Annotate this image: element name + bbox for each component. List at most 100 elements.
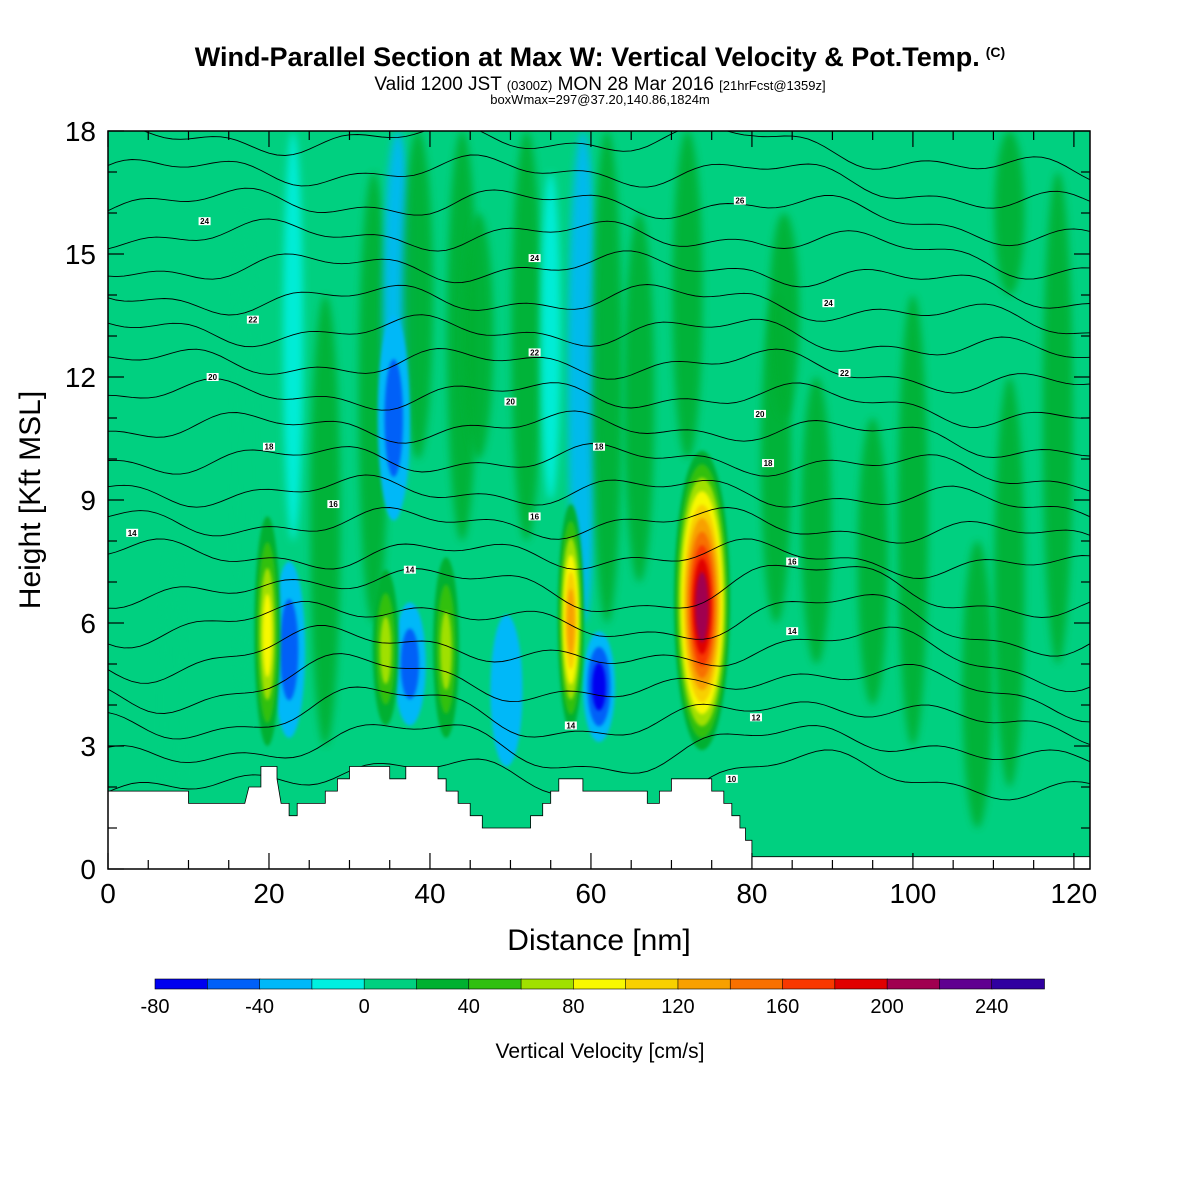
velocity-band	[1042, 172, 1073, 664]
x-tick-label: 120	[1051, 878, 1098, 909]
y-tick-labels: 0 3 6 9 12 15 18	[65, 116, 96, 885]
contour-label-box	[528, 512, 541, 521]
contour-label: 14	[405, 566, 414, 575]
contour-label: 24	[824, 299, 833, 308]
colorbar-segment	[468, 978, 522, 990]
colorbar-segment	[729, 978, 784, 990]
updraft-cell	[262, 593, 273, 678]
contour-label: 24	[530, 254, 539, 263]
velocity-band	[994, 131, 1025, 295]
velocity-band	[897, 295, 928, 746]
contour-label-box	[126, 528, 139, 537]
forecast-info: [21hrFcst@1359z]	[719, 78, 826, 93]
contour-label-box	[786, 557, 799, 566]
terrain	[108, 766, 1090, 869]
valid-time-line: Valid 1200 JST (0300Z) MON 28 Mar 2016 […	[0, 74, 1200, 96]
contour-label: 22	[248, 316, 257, 325]
colorbar-segment	[573, 978, 627, 990]
velocity-band	[592, 131, 623, 623]
colorbar	[154, 978, 1045, 990]
contour-label: 10	[727, 775, 736, 784]
box-info: boxWmax=297@37.20,140.86,1824m	[490, 92, 710, 107]
downdraft-cell	[592, 662, 606, 711]
x-axis-label: Distance [nm]	[507, 924, 690, 957]
colorbar-segment	[206, 978, 261, 990]
contour-label: 16	[329, 500, 338, 509]
colorbar-tick-label: 0	[359, 996, 370, 1018]
velocity-band	[162, 541, 183, 869]
contour-label-box	[246, 315, 259, 324]
velocity-band	[801, 377, 832, 664]
colorbar-tick-label: 80	[562, 996, 584, 1018]
downdraft-cell	[384, 359, 403, 477]
velocity-band	[310, 295, 341, 746]
colorbar-segment	[886, 978, 941, 990]
axis-ticks	[107, 130, 1090, 870]
contour-label-box	[198, 217, 211, 226]
contour-label: 22	[840, 369, 849, 378]
contour-label-box	[762, 459, 775, 468]
contour-label-box	[327, 500, 340, 509]
velocity-band	[283, 131, 304, 541]
velocity-band	[624, 213, 655, 582]
colorbar-tick-label: 160	[766, 996, 799, 1018]
colorbar-segment	[782, 978, 836, 990]
y-tick-label: 9	[80, 485, 96, 516]
velocity-band	[358, 172, 389, 623]
velocity-band	[857, 418, 888, 705]
x-tick-labels: 0 20 40 60 80 100 120	[100, 878, 1097, 909]
colorbar-segment	[677, 978, 732, 990]
contour-label-box	[403, 565, 416, 574]
theta-contour	[108, 594, 1090, 657]
colorbar-segment	[520, 978, 575, 990]
theta-contour	[108, 314, 1090, 359]
contour-label: 20	[208, 373, 217, 382]
colorbar-segment	[363, 978, 418, 990]
theta-contour	[108, 348, 1090, 394]
theta-contour	[108, 218, 1090, 280]
updraft-cell	[440, 611, 452, 690]
colorbar-tick-label: 240	[975, 996, 1008, 1018]
theta-contour	[108, 653, 1090, 723]
contour-label-box	[206, 373, 219, 381]
contour-label-box	[504, 397, 517, 406]
downdraft-cell	[490, 614, 523, 767]
colorbar-tick-label: -40	[245, 996, 274, 1018]
x-tick-label: 0	[100, 878, 116, 909]
theta-contour	[108, 538, 1090, 579]
theta-contour	[108, 724, 1090, 774]
title-text: Wind-Parallel Section at Max W: Vertical…	[194, 42, 980, 72]
theta-contour	[108, 625, 1090, 693]
x-tick-label: 80	[736, 878, 767, 909]
contour-label: 26	[735, 197, 744, 206]
updraft-cell	[380, 616, 392, 684]
contour-label-box	[753, 409, 766, 418]
contour-label: 14	[566, 722, 575, 731]
contour-label: 18	[265, 443, 274, 452]
colorbar-segment	[311, 978, 365, 990]
x-tick-label: 20	[253, 878, 284, 909]
velocity-band	[567, 131, 598, 623]
theta-contour	[108, 284, 1090, 335]
contour-label-box	[733, 196, 746, 205]
colorbar-segment	[834, 978, 888, 990]
contour-label-box	[786, 627, 799, 636]
contour-label: 18	[595, 443, 604, 452]
updraft-cell	[695, 572, 709, 643]
contour-label-box	[262, 442, 275, 451]
contour-label: 16	[530, 512, 539, 521]
valid-date: MON 28 Mar 2016	[557, 74, 714, 95]
colorbar-segment	[154, 978, 209, 990]
velocity-band	[672, 131, 703, 459]
y-tick-label: 3	[80, 731, 96, 762]
contour-labels: 14 24 22 20 18 16 14 24 22 20 18 16 14 26 24 22 20 18 16 14…	[126, 196, 851, 784]
y-tick-label: 6	[80, 608, 96, 639]
contour-label: 16	[788, 558, 797, 567]
theta-contour	[142, 131, 1090, 181]
contour-label-box	[564, 721, 577, 730]
contour-label: 14	[128, 529, 137, 538]
title-mark: (C)	[985, 44, 1006, 60]
colorbar-tick-label: 40	[458, 996, 480, 1018]
velocity-band	[402, 131, 433, 459]
contour-label-box	[822, 299, 835, 308]
